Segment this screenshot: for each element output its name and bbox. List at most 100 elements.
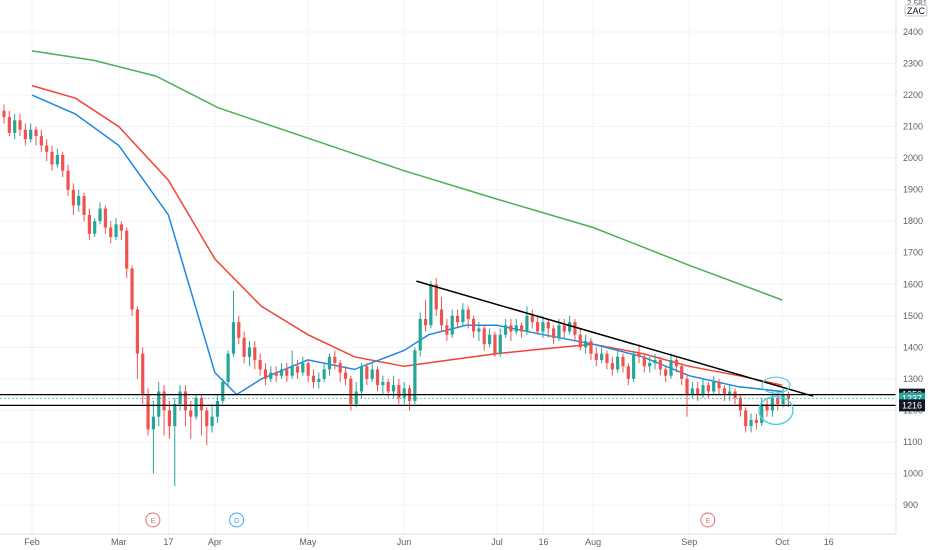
- candle-body: [610, 363, 614, 370]
- candle-body: [215, 400, 220, 417]
- candle-body: [632, 353, 636, 379]
- candle-body: [130, 268, 134, 310]
- price-tag-label: 1216: [902, 400, 922, 410]
- candle-body: [477, 328, 481, 332]
- candle-body: [45, 145, 49, 152]
- candle-body: [13, 120, 17, 133]
- candle-body: [50, 151, 54, 165]
- candle-body: [381, 382, 385, 386]
- y-tick-label: 2100: [903, 122, 923, 132]
- candle-body: [738, 397, 742, 411]
- candle-body: [157, 391, 161, 417]
- x-tick-label: Sep: [681, 537, 697, 547]
- candle-body: [359, 366, 364, 392]
- candle-body: [146, 394, 150, 430]
- candle-body: [290, 366, 294, 376]
- y-tick-label: 1800: [903, 216, 923, 226]
- candle-body: [7, 117, 11, 133]
- drawings: [0, 280, 896, 426]
- symbol-badge-box: [904, 4, 928, 17]
- candle-body: [461, 309, 465, 323]
- grid-lines: [0, 0, 896, 534]
- candle-body: [439, 309, 444, 326]
- candle-body: [199, 397, 204, 411]
- candle-body: [493, 334, 497, 354]
- event-marker-label: E: [705, 518, 710, 525]
- candle-body: [685, 378, 689, 395]
- candle-body: [717, 382, 721, 389]
- candle-body: [338, 363, 342, 373]
- candle-body: [77, 195, 81, 206]
- candle-body: [546, 322, 550, 329]
- x-tick-label: 16: [538, 537, 548, 547]
- candle-body: [93, 221, 97, 234]
- candle-body: [781, 394, 785, 405]
- descending-trendline: [416, 280, 814, 397]
- symbol-badge[interactable]: 2,581 ZAC: [904, 0, 928, 17]
- candle-body: [349, 378, 353, 405]
- candle-body: [530, 315, 534, 323]
- candle-body: [285, 369, 289, 376]
- candle-body: [786, 394, 790, 399]
- candle-body: [370, 369, 374, 379]
- x-tick-label: Aug: [585, 537, 601, 547]
- candle-body: [418, 318, 422, 351]
- candle-body: [183, 391, 188, 411]
- candle-body: [744, 410, 748, 427]
- x-tick-label: Oct: [775, 537, 790, 547]
- candle-body: [397, 385, 401, 398]
- candle-body: [423, 318, 428, 326]
- candle-body: [487, 334, 492, 345]
- candle-body: [61, 154, 65, 171]
- candle-body: [114, 224, 118, 237]
- candle-body: [712, 382, 716, 392]
- candle-body: [231, 322, 236, 354]
- candle-body: [568, 322, 572, 332]
- candle-body: [626, 366, 630, 379]
- candle-body: [39, 136, 43, 146]
- candle-body: [429, 284, 433, 326]
- x-tick-label: Apr: [208, 537, 222, 547]
- candle-body: [503, 325, 508, 335]
- x-tick-label: Jul: [491, 537, 503, 547]
- candle-body: [18, 120, 22, 130]
- candle-body: [167, 410, 172, 427]
- moving-average-line: [31, 50, 783, 301]
- candle-body: [205, 410, 209, 427]
- candle-body: [269, 372, 273, 379]
- candle-body: [498, 334, 502, 354]
- time-axis[interactable]: Feb Mar 17 Apr May Jun Jul 16 Aug Sep Oct 16: [24, 537, 833, 547]
- candle-body: [29, 129, 33, 140]
- candle-body: [413, 350, 417, 401]
- candle-body: [541, 322, 545, 332]
- candle-body: [455, 315, 460, 323]
- candle-body: [189, 410, 193, 417]
- x-tick-label: Feb: [24, 537, 40, 547]
- candle-body: [578, 334, 582, 348]
- candle-body: [173, 404, 177, 427]
- candle-body: [696, 388, 700, 395]
- candle-body: [642, 356, 646, 367]
- candle-body: [125, 230, 129, 269]
- candle-body: [327, 356, 332, 370]
- candle-body: [306, 363, 310, 376]
- candle-body: [706, 385, 710, 392]
- event-marker: [229, 512, 245, 528]
- symbol-badge-text: ZAC: [907, 6, 926, 16]
- candle-body: [301, 363, 305, 373]
- candle-body: [274, 372, 278, 376]
- y-tick-label: 1700: [903, 248, 923, 258]
- y-tick-label: 1900: [903, 185, 923, 195]
- candle-body: [258, 359, 262, 370]
- candle-body: [722, 388, 726, 395]
- y-tick-label: 1600: [903, 279, 923, 289]
- candle-body: [221, 382, 225, 401]
- candle-body: [226, 353, 230, 383]
- highlight-ellipse: [758, 395, 794, 426]
- y-tick-label: 900: [903, 500, 918, 510]
- candle-body: [322, 369, 326, 379]
- candle-body: [98, 208, 102, 222]
- candle-body: [109, 227, 113, 237]
